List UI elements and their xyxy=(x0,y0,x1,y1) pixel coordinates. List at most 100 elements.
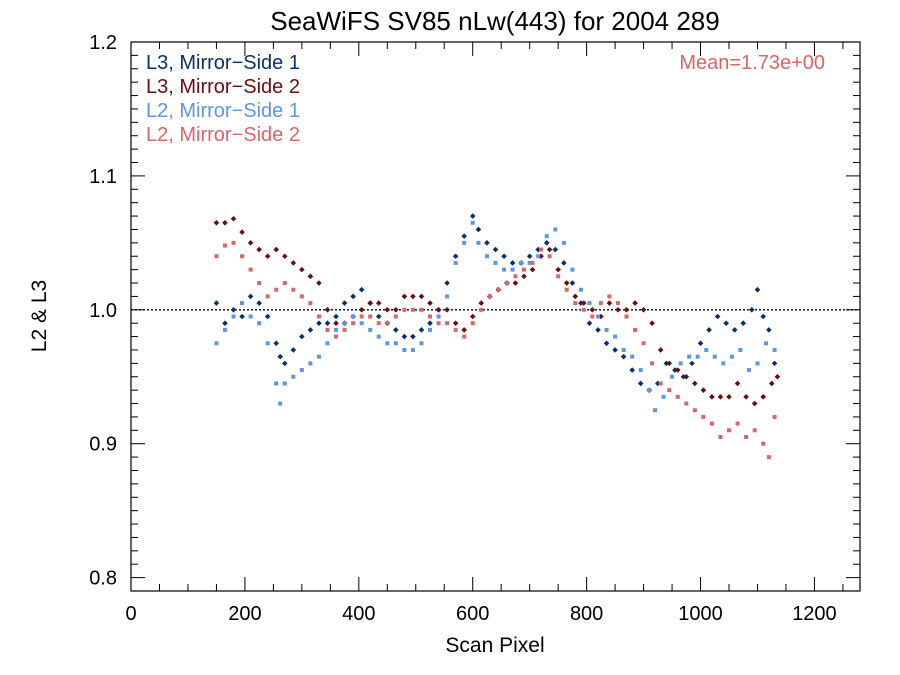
data-point xyxy=(410,293,416,300)
data-point xyxy=(470,220,475,225)
data-point xyxy=(487,294,492,299)
data-point xyxy=(222,243,227,248)
data-point xyxy=(760,394,766,400)
legend-entry: L2, Mirror−Side 2 xyxy=(146,124,300,146)
data-point xyxy=(277,353,284,360)
data-point xyxy=(316,314,321,319)
data-point xyxy=(325,327,330,332)
data-point xyxy=(476,240,481,245)
data-point xyxy=(493,260,498,265)
data-point xyxy=(436,321,441,326)
y-tick-label: 1.1 xyxy=(89,166,117,188)
plot-frame xyxy=(130,41,861,592)
series-1-points xyxy=(213,213,778,393)
data-point xyxy=(670,374,675,379)
data-point xyxy=(536,254,541,259)
data-point xyxy=(589,307,596,313)
data-point xyxy=(502,267,507,272)
data-point xyxy=(393,314,398,319)
data-point xyxy=(264,253,271,260)
data-point xyxy=(375,313,382,320)
data-point xyxy=(655,380,661,387)
data-point xyxy=(530,260,535,265)
data-point xyxy=(658,381,663,386)
data-point xyxy=(630,354,635,359)
data-point xyxy=(546,246,553,253)
data-point xyxy=(751,400,758,407)
data-point xyxy=(712,354,717,359)
data-point xyxy=(768,380,775,387)
data-point xyxy=(553,227,558,232)
data-point xyxy=(629,367,635,373)
data-point xyxy=(445,294,450,299)
data-point xyxy=(761,441,766,446)
data-point xyxy=(587,301,592,306)
data-point xyxy=(641,341,646,346)
legend-entry: L3, Mirror−Side 1 xyxy=(146,52,300,74)
data-point xyxy=(256,300,262,306)
data-point xyxy=(519,260,524,265)
data-point xyxy=(428,327,433,332)
legend-entry: L2, Mirror−Side 1 xyxy=(146,100,300,122)
data-point xyxy=(512,280,519,286)
data-point xyxy=(598,313,604,320)
data-point xyxy=(444,307,450,313)
data-point xyxy=(427,300,433,306)
data-point xyxy=(393,341,398,346)
data-point xyxy=(475,226,482,233)
data-point xyxy=(333,313,339,320)
chart-title: SeaWiFS SV85 nLw(443) for 2004 289 xyxy=(270,6,719,36)
data-point xyxy=(640,307,647,313)
data-point xyxy=(351,314,356,319)
data-point xyxy=(479,307,484,312)
data-point xyxy=(754,286,761,293)
data-point xyxy=(615,307,621,313)
data-point xyxy=(273,246,280,253)
data-point xyxy=(401,333,408,340)
data-point xyxy=(638,368,643,373)
data-point xyxy=(453,260,458,265)
data-point xyxy=(316,320,322,326)
data-point xyxy=(744,435,749,440)
data-point xyxy=(667,388,672,393)
data-point xyxy=(484,240,490,246)
data-point xyxy=(544,234,549,239)
data-point xyxy=(590,314,595,319)
data-point xyxy=(504,281,509,286)
data-point xyxy=(470,321,475,326)
data-point xyxy=(444,280,450,286)
data-point xyxy=(393,327,399,333)
data-point xyxy=(410,347,415,352)
data-point xyxy=(385,321,390,326)
data-point xyxy=(547,254,552,259)
data-point xyxy=(772,347,777,352)
y-tick-label: 1.2 xyxy=(89,32,117,54)
data-point xyxy=(570,267,575,272)
data-point xyxy=(273,340,280,347)
data-point xyxy=(247,293,254,300)
data-point xyxy=(350,293,356,300)
x-tick-label: 600 xyxy=(456,603,489,625)
data-point xyxy=(764,341,769,346)
data-point xyxy=(461,233,467,239)
data-point xyxy=(435,307,442,313)
data-point xyxy=(714,313,721,320)
data-point xyxy=(368,327,373,332)
data-point xyxy=(573,301,578,306)
data-point xyxy=(661,394,666,399)
x-axis-label: Scan Pixel xyxy=(445,634,544,657)
data-point xyxy=(513,274,518,279)
data-point xyxy=(637,380,644,387)
data-point xyxy=(265,294,270,299)
data-point xyxy=(230,215,237,222)
data-point xyxy=(240,254,245,259)
x-tick-label: 400 xyxy=(342,603,375,625)
data-point xyxy=(621,347,626,352)
data-point xyxy=(704,347,709,352)
data-point xyxy=(596,314,601,319)
data-points xyxy=(213,213,781,460)
data-point xyxy=(760,313,766,320)
data-point xyxy=(291,374,296,379)
x-tick-label: 0 xyxy=(125,603,136,625)
data-point xyxy=(213,219,220,226)
